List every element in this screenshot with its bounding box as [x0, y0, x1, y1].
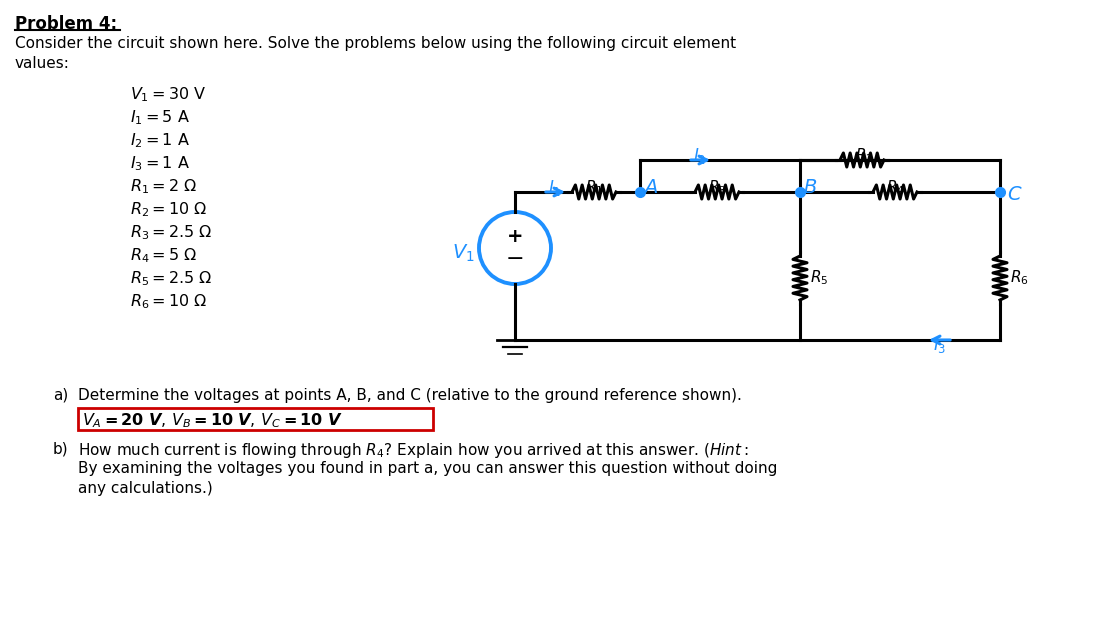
Text: $I_3$: $I_3$ — [933, 335, 946, 355]
Text: $R_1 = 2\ \Omega$: $R_1 = 2\ \Omega$ — [130, 177, 197, 196]
Text: $R_2$: $R_2$ — [855, 146, 874, 165]
Text: $R_3 = 2.5\ \Omega$: $R_3 = 2.5\ \Omega$ — [130, 223, 213, 242]
Text: How much current is flowing through $R_4$? Explain how you arrived at this answe: How much current is flowing through $R_4… — [78, 441, 749, 460]
Text: $I_1 = 5\ \mathrm{A}$: $I_1 = 5\ \mathrm{A}$ — [130, 108, 190, 126]
Text: $R_5 = 2.5\ \Omega$: $R_5 = 2.5\ \Omega$ — [130, 269, 213, 288]
Text: a): a) — [53, 388, 68, 403]
Text: Consider the circuit shown here. Solve the problems below using the following ci: Consider the circuit shown here. Solve t… — [15, 36, 736, 51]
Text: $R_6$: $R_6$ — [1010, 268, 1029, 287]
Text: $\boldsymbol{V_A = 20\ V,\,V_B = 10\ V,\,V_C = 10\ V}$: $\boldsymbol{V_A = 20\ V,\,V_B = 10\ V,\… — [82, 411, 342, 430]
Text: +: + — [506, 228, 523, 247]
Text: any calculations.): any calculations.) — [78, 481, 213, 496]
Text: $A$: $A$ — [643, 178, 658, 197]
Text: $I_3 = 1\ \mathrm{A}$: $I_3 = 1\ \mathrm{A}$ — [130, 154, 190, 173]
Text: b): b) — [53, 441, 68, 456]
Text: $R_5$: $R_5$ — [810, 268, 828, 287]
Text: $I_2 = 1\ \mathrm{A}$: $I_2 = 1\ \mathrm{A}$ — [130, 131, 190, 149]
Text: $I_1$: $I_1$ — [548, 178, 561, 198]
Text: $R_3$: $R_3$ — [708, 178, 726, 197]
Text: Problem 4:: Problem 4: — [15, 15, 117, 33]
Text: Determine the voltages at points A, B, and C (relative to the ground reference s: Determine the voltages at points A, B, a… — [78, 388, 742, 403]
Text: $R_4$: $R_4$ — [886, 178, 904, 197]
Text: $V_1 = 30\ \mathrm{V}$: $V_1 = 30\ \mathrm{V}$ — [130, 85, 206, 104]
Text: −: − — [505, 249, 524, 269]
Text: $R_2 = 10\ \Omega$: $R_2 = 10\ \Omega$ — [130, 200, 207, 219]
Text: $R_4 = 5\ \Omega$: $R_4 = 5\ \Omega$ — [130, 246, 197, 265]
Text: $C$: $C$ — [1007, 185, 1022, 203]
Text: $R_1$: $R_1$ — [585, 178, 603, 197]
Text: $B$: $B$ — [803, 178, 817, 197]
Text: $I_2$: $I_2$ — [694, 146, 707, 166]
Bar — [78, 408, 433, 430]
Text: $V_1$: $V_1$ — [451, 242, 474, 264]
Text: $R_6 = 10\ \Omega$: $R_6 = 10\ \Omega$ — [130, 292, 207, 311]
Text: values:: values: — [15, 56, 69, 71]
Text: By examining the voltages you found in part a, you can answer this question with: By examining the voltages you found in p… — [78, 461, 778, 476]
